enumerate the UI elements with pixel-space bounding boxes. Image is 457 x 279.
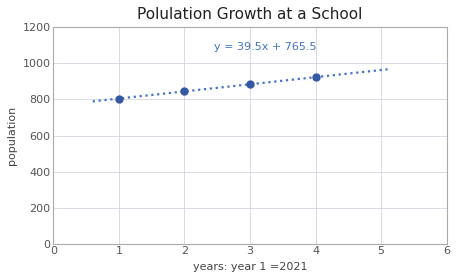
Point — [181, 89, 188, 93]
X-axis label: years: year 1 =2021: years: year 1 =2021 — [193, 262, 307, 272]
Point — [115, 96, 122, 101]
Y-axis label: population: population — [7, 106, 17, 165]
Point — [312, 75, 319, 80]
Text: y = 39.5x + 765.5: y = 39.5x + 765.5 — [214, 42, 316, 52]
Title: Polulation Growth at a School: Polulation Growth at a School — [137, 7, 363, 22]
Point — [246, 82, 254, 86]
